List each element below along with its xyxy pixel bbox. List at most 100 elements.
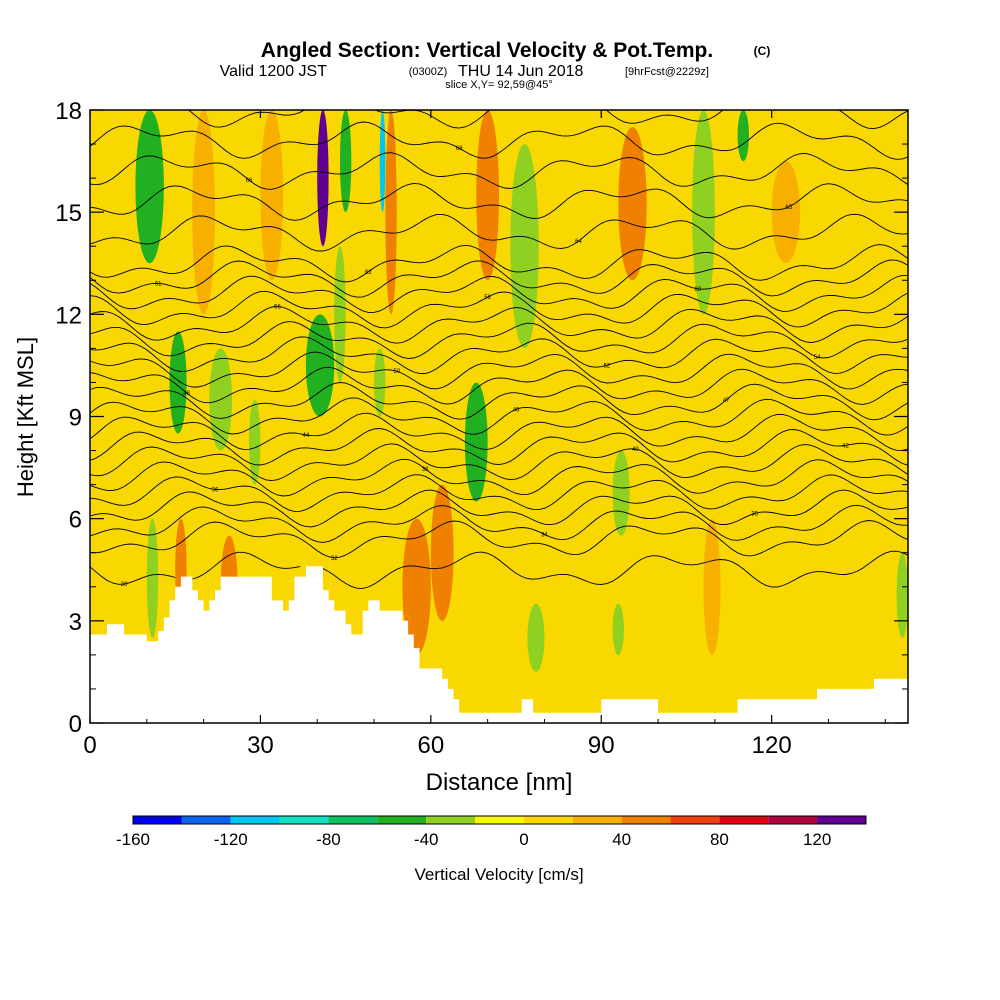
theta-contour [90, 121, 908, 160]
contour-label: 50 [393, 369, 400, 375]
contour-label: 40 [632, 447, 639, 453]
contour-label: 54 [814, 355, 821, 361]
plot-area: 30 32 34 35 36 38 40 42 44 46 47 48 50 52 54 56 58 60 61 62… [90, 110, 908, 723]
colorbar-bin [817, 816, 866, 824]
velocity-cell [464, 382, 488, 502]
colorbar-frame [132, 815, 867, 825]
contour-label: 66 [246, 178, 253, 184]
contour-label: 35 [751, 511, 758, 517]
x-tick-label: 60 [417, 732, 444, 759]
theta-contour [90, 182, 908, 221]
terrain [90, 566, 908, 723]
y-tick-label: 12 [55, 302, 82, 329]
colorbar: -160 -120 -80 -40 0 40 80 120 [116, 815, 867, 849]
velocity-cell [430, 484, 454, 621]
velocity-cell [339, 110, 352, 213]
theta-contour [90, 152, 908, 190]
y-tick-label: 3 [69, 609, 82, 636]
velocity-cell [896, 552, 908, 638]
chart-header: Angled Section: Vertical Velocity & Pot.… [220, 39, 771, 91]
colorbar-bin [133, 816, 182, 824]
theta-contour [90, 321, 908, 359]
theta-contour [90, 274, 908, 313]
colorbar-bin [523, 816, 573, 824]
velocity-cell [169, 331, 187, 434]
theta-contour [90, 305, 908, 344]
theta-contour [90, 397, 908, 436]
theta-contour [90, 382, 908, 421]
velocity-cell [334, 246, 346, 383]
velocity-cell [374, 348, 386, 417]
velocity-cell [510, 144, 539, 349]
contour-label: 48 [183, 391, 190, 397]
contour-label: 65 [785, 205, 792, 211]
velocity-cell [692, 110, 715, 315]
colorbar-bin [475, 816, 524, 824]
velocity-cell [385, 110, 397, 315]
colorbar-bin [768, 816, 818, 824]
velocity-cell [249, 399, 261, 485]
colorbar-tick-label: 80 [710, 830, 729, 849]
velocity-cell [379, 110, 386, 213]
y-axis-label: Height [Kft MSL] [13, 337, 38, 497]
contour-label: 64 [575, 239, 582, 245]
theta-contour [90, 366, 908, 405]
x-axis-label: Distance [nm] [426, 769, 573, 796]
theta-contours [90, 110, 908, 589]
colorbar-tick-label: -80 [316, 830, 341, 849]
y-tick-label: 6 [69, 507, 82, 534]
theta-contour [90, 443, 908, 482]
colorbar-bin [279, 816, 329, 824]
velocity-cells [135, 110, 908, 672]
velocity-cell [476, 110, 499, 281]
colorbar-bin [426, 816, 476, 824]
theta-contour [90, 351, 908, 390]
theta-contour [90, 504, 908, 543]
contour-label: 52 [604, 363, 611, 369]
colorbar-bin [621, 816, 671, 824]
chart-title: Angled Section: Vertical Velocity & Pot.… [261, 39, 713, 62]
contour-label: 32 [331, 556, 338, 562]
colorbar-bin [328, 816, 378, 824]
contour-label: 62 [365, 270, 372, 276]
x-tick-label: 0 [83, 732, 96, 759]
theta-contour [90, 489, 908, 528]
x-tick-label: 30 [247, 732, 274, 759]
valid-utc: (0300Z) [409, 66, 448, 78]
contour-label: 36 [212, 488, 219, 494]
colorbar-tick-label: 120 [803, 830, 831, 849]
contour-label: 38 [422, 467, 429, 473]
theta-contour [90, 244, 908, 283]
forecast-label: [9hrFcst@2229z] [625, 66, 709, 78]
colorbar-bin [181, 816, 231, 824]
x-tick-label: 90 [588, 732, 615, 759]
colorbar-tick-label: -40 [414, 830, 439, 849]
theta-contour [90, 259, 908, 298]
theta-contour [90, 474, 908, 512]
colorbar-bin [719, 816, 769, 824]
y-tick-label: 0 [69, 711, 82, 738]
colorbar-tick-label: -160 [116, 830, 150, 849]
velocity-cell [771, 161, 801, 264]
velocity-cell [317, 110, 329, 247]
x-axis: 0 30 60 90 120 [83, 110, 886, 759]
y-tick-label: 18 [55, 98, 82, 125]
theta-contour [90, 520, 908, 559]
velocity-cell [612, 603, 624, 655]
velocity-cell [527, 603, 545, 672]
theta-contour [90, 412, 908, 451]
valid-prefix: Valid 1200 JST [220, 63, 328, 80]
contour-label: 30 [121, 582, 128, 588]
contour-labels: 30 32 34 35 36 38 40 42 44 46 47 48 50 52 54 56 58 60 61 62… [121, 146, 850, 588]
valid-date: THU 14 Jun 2018 [458, 63, 584, 80]
velocity-cell [402, 518, 431, 655]
contour-label: 42 [842, 443, 849, 449]
contour-label: 47 [723, 398, 730, 404]
velocity-cell [146, 518, 159, 638]
theta-contour [90, 213, 908, 252]
theta-contour [90, 428, 908, 466]
contour-label: 60 [694, 287, 701, 293]
colorbar-bin [377, 816, 427, 824]
